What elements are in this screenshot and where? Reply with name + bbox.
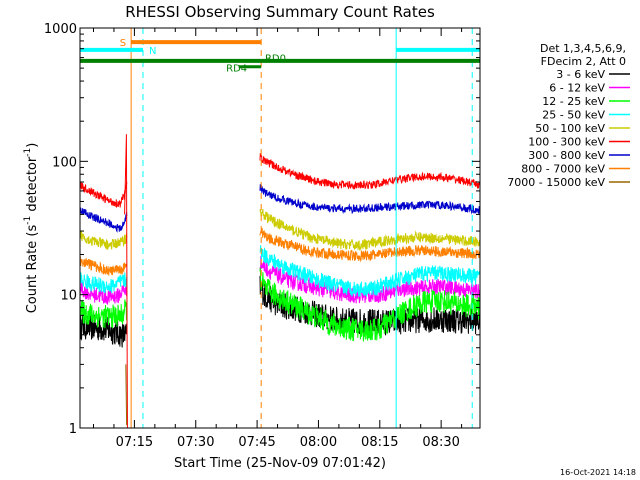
legend-entry-label: 100 - 300 keV: [528, 136, 605, 149]
spike-line-brown: [125, 364, 128, 426]
series-50to100keV: [79, 209, 481, 252]
flare-spike: [124, 134, 128, 429]
bar-label-N: N: [149, 46, 156, 57]
series-25to50keV: [79, 245, 481, 297]
x-tick-label: 07:45: [238, 435, 275, 450]
legend-entry-label: 12 - 25 keV: [542, 95, 605, 108]
series-line-2: [259, 209, 481, 252]
plot-frame: [79, 27, 481, 429]
series-line-1: [79, 256, 128, 276]
series-line-2: [259, 267, 481, 342]
legend-entry-label: 3 - 6 keV: [556, 68, 605, 81]
series-line-1: [79, 230, 128, 250]
axes: 07:15 07:30 07:45 08:00 08:15 08:30 1 10 100 1000: [44, 22, 480, 450]
series-line-1: [79, 299, 128, 329]
bar-label-RD0: RD0: [265, 54, 286, 65]
series-line-2: [259, 153, 481, 190]
x-tick-label: 08:30: [422, 435, 459, 450]
x-tick-label: 07:15: [116, 435, 153, 450]
x-tick-label: 08:15: [361, 435, 398, 450]
plot-data: [79, 134, 481, 429]
legend-entry-label: 300 - 800 keV: [528, 149, 605, 162]
legend-entry-label: 800 - 7000 keV: [521, 163, 605, 176]
x-axis-label: Start Time (25-Nov-09 07:01:42): [174, 456, 386, 471]
series-line-1: [79, 280, 128, 305]
x-tick-label: 07:30: [177, 435, 214, 450]
series-line-2: [259, 227, 481, 263]
series-line-1: [79, 206, 128, 233]
bar-label-RD4: RD4: [226, 64, 247, 75]
y-axis-label: Count Rate (s-1 detector-1): [23, 143, 40, 314]
y-tick-label: 1: [69, 422, 77, 437]
spike-line: [124, 134, 128, 429]
y-tick-label: 10: [60, 289, 77, 304]
series-100to300keV: [79, 153, 481, 209]
legend-entry-label: 7000 - 15000 keV: [507, 176, 605, 189]
series-12to25keV: [79, 267, 481, 342]
x-tick-label: 08:00: [300, 435, 337, 450]
series-300to800keV: [79, 184, 481, 233]
bar-label-S: S: [120, 38, 126, 49]
series-line-1: [79, 181, 128, 209]
series-6to12keV: [79, 255, 481, 305]
series-800to7000keV: [79, 227, 481, 276]
render-timestamp: 16-Oct-2021 14:18: [560, 468, 636, 477]
legend-entry-label: 6 - 12 keV: [549, 82, 605, 95]
legend-entry-label: 50 - 100 keV: [535, 122, 605, 135]
chart-title: RHESSI Observing Summary Count Rates: [125, 3, 435, 21]
legend-header-line: FDecim 2, Att 0: [541, 55, 626, 68]
series-line-2: [259, 184, 481, 215]
series-line-1: [79, 272, 128, 294]
y-tick-label: 1000: [44, 22, 77, 37]
y-tick-label: 100: [52, 155, 77, 170]
legend-entry-label: 25 - 50 keV: [542, 109, 605, 122]
series-line-2: [259, 255, 481, 304]
series-line-2: [259, 245, 481, 297]
legend: Det 1,3,4,5,6,9,FDecim 2, Att 03 - 6 keV…: [507, 42, 630, 189]
legend-header-line: Det 1,3,4,5,6,9,: [540, 42, 626, 55]
